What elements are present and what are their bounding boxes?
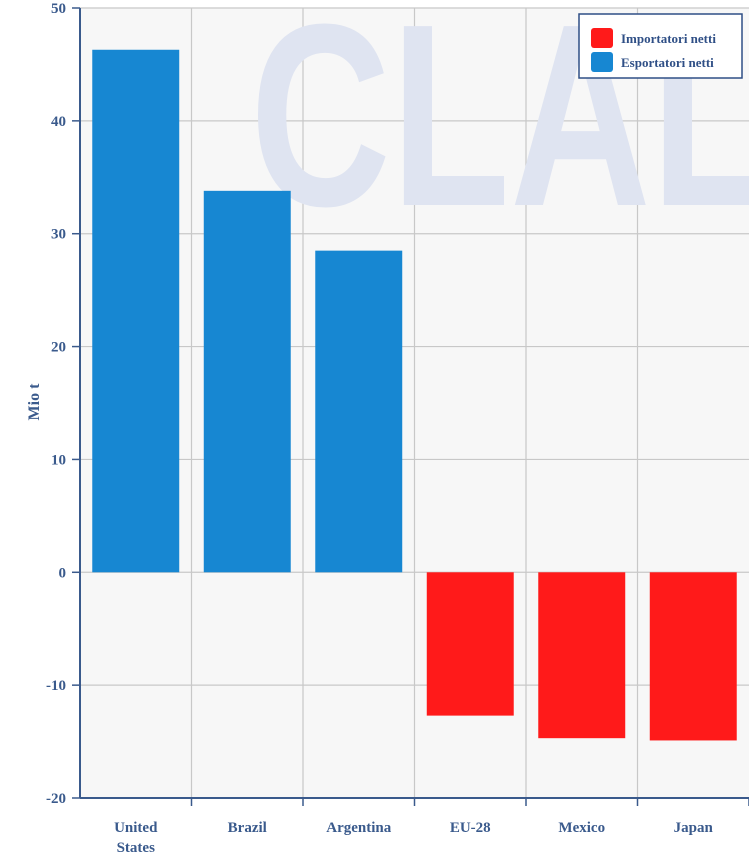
legend-label-importatori: Importatori netti <box>621 31 716 46</box>
x-tick-label: EU-28 <box>450 820 491 836</box>
bar-mexico <box>538 572 626 739</box>
y-tick-label: 20 <box>51 340 66 356</box>
x-tick-label: Brazil <box>228 820 267 836</box>
bar-argentina <box>315 250 403 573</box>
legend: Importatori netti Esportatori netti <box>578 13 743 79</box>
y-tick-label: 10 <box>51 452 66 468</box>
bar-eu-28 <box>426 572 514 716</box>
y-tick-labels: -20 -10 0 10 20 30 40 50 <box>46 1 80 807</box>
bars <box>92 49 737 741</box>
x-tick-label: Mexico <box>558 820 605 836</box>
x-tick-labels: United States Brazil Argentina EU-28 Mexico Ja… <box>114 798 749 856</box>
bar-brazil <box>203 190 291 573</box>
legend-label-esportatori: Esportatori netti <box>621 55 714 70</box>
x-tick-label: United States <box>114 820 158 856</box>
bar-united-states <box>92 49 180 573</box>
y-axis-label: Mio t <box>26 383 43 421</box>
y-tick-label: 30 <box>51 227 66 243</box>
legend-swatch-esportatori <box>591 52 613 72</box>
y-tick-label: 40 <box>51 114 66 130</box>
bar-japan <box>649 572 737 741</box>
x-tick-label: Japan <box>674 820 714 836</box>
y-tick-label: 0 <box>59 565 67 581</box>
y-tick-label: 50 <box>51 1 66 17</box>
legend-swatch-importatori <box>591 28 613 48</box>
y-tick-label: -20 <box>46 791 66 807</box>
grid <box>80 7 749 798</box>
x-tick-label: Argentina <box>326 820 391 836</box>
y-tick-label: -10 <box>46 678 66 694</box>
